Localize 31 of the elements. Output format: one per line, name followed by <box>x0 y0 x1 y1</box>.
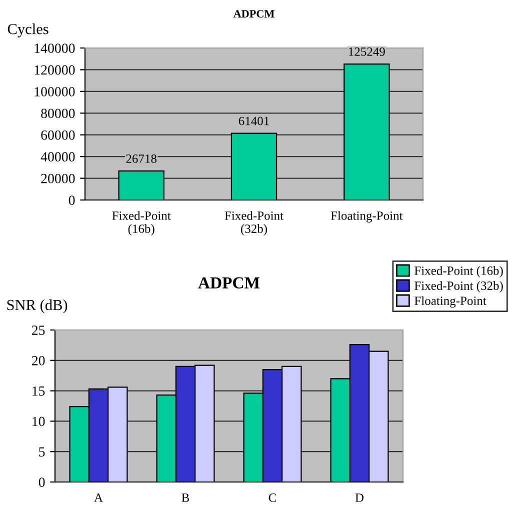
y-tick-label: 10 <box>32 416 45 426</box>
y-tick-label: 20000 <box>41 174 75 184</box>
y-axis-title: Cycles <box>8 23 48 38</box>
y-tick-label: 0 <box>68 196 75 205</box>
legend-label: Fixed-Point (32b) <box>414 281 503 292</box>
y-tick-label: 15 <box>32 386 45 396</box>
y-tick-label: 60000 <box>41 130 75 140</box>
y-tick-label: 120000 <box>34 65 75 75</box>
y-tick-label: 5 <box>39 447 45 457</box>
y-tick-label: 25 <box>32 326 45 335</box>
y-tick-label: 100000 <box>34 87 75 96</box>
x-tick-label: C <box>268 494 276 502</box>
data-label: 26718 <box>126 154 156 163</box>
chart-title: ADPCM <box>198 277 260 288</box>
y-tick-label: 140000 <box>34 44 75 53</box>
y-tick-label: 80000 <box>41 108 75 118</box>
y-tick-label: 0 <box>38 478 45 487</box>
y-axis-title: SNR (dB) <box>7 299 68 314</box>
y-tick-label: 20 <box>32 356 45 366</box>
x-tick-label: D <box>355 494 364 502</box>
y-tick-label: 40000 <box>40 152 75 162</box>
chart-title: ADPCM <box>233 10 274 18</box>
legend-label: Fixed-Point (16b) <box>414 266 503 278</box>
x-tick-label: Fixed-Point (32b) <box>224 211 284 236</box>
x-tick-label: A <box>94 494 103 502</box>
data-label: 125249 <box>349 48 385 56</box>
x-tick-label: Fixed-Point (16b) <box>112 211 171 236</box>
legend-label: Floating-Point <box>414 296 486 308</box>
x-tick-label: Floating-Point <box>330 211 403 222</box>
x-tick-label: B <box>182 494 190 502</box>
data-label: 61401 <box>238 116 269 126</box>
